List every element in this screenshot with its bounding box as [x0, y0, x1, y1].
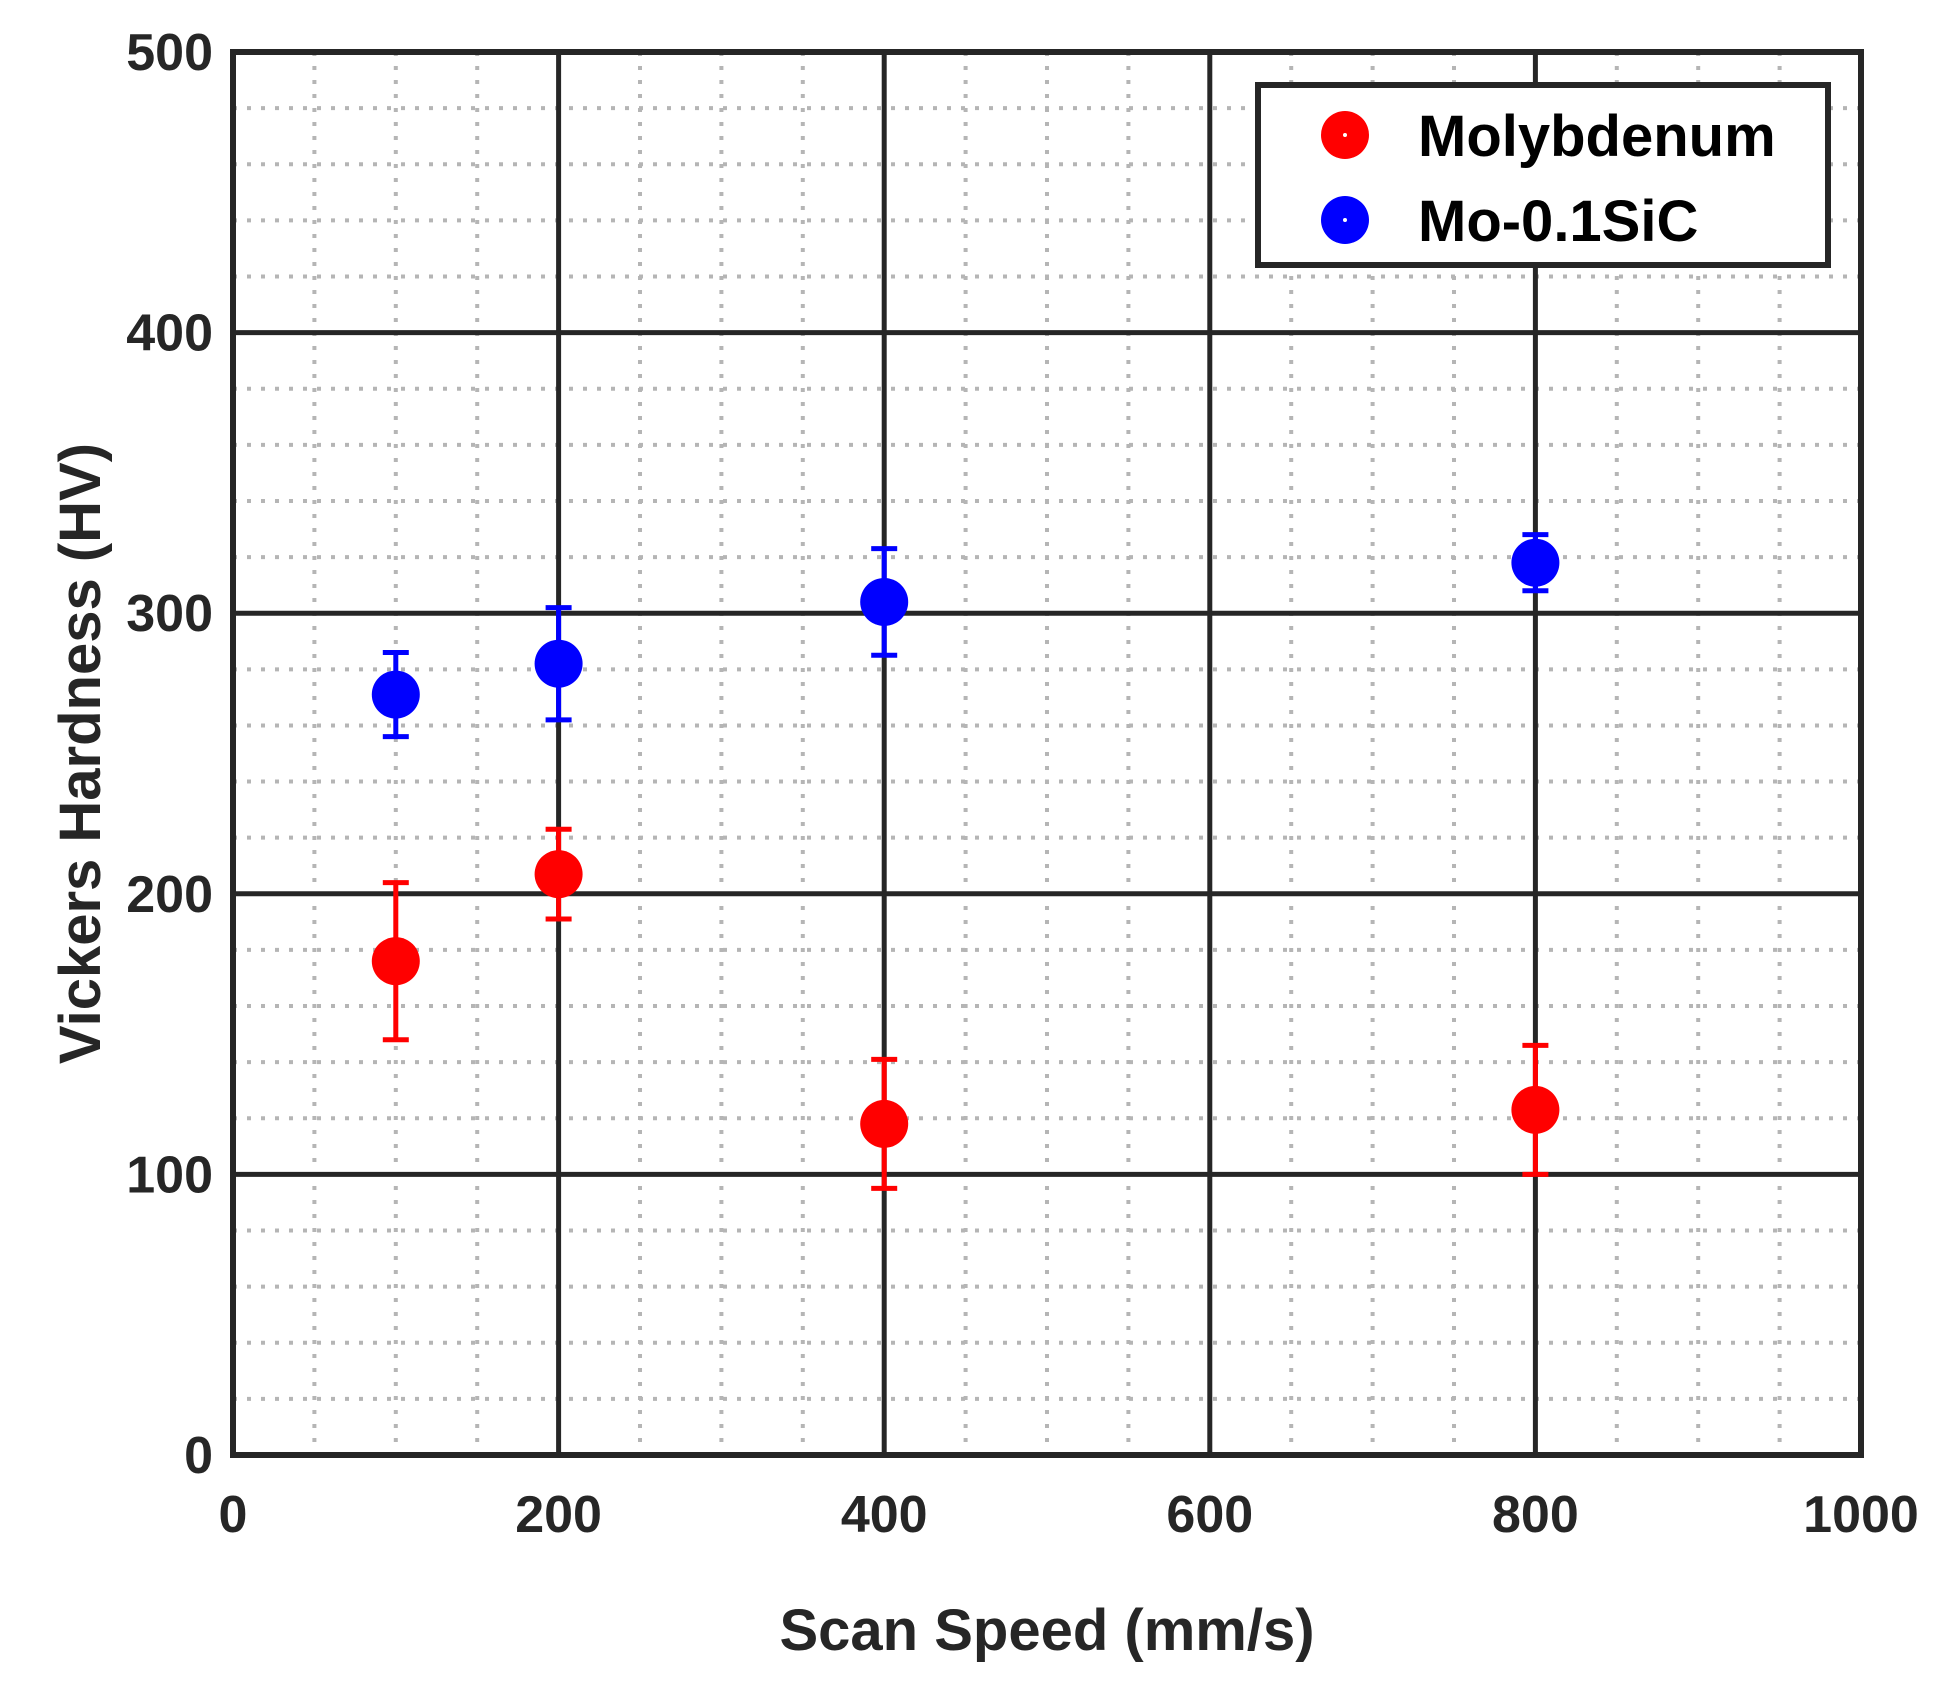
data-point: [371, 670, 420, 719]
legend-marker-center-molybdenum: [1343, 133, 1347, 137]
data-point: [371, 937, 420, 986]
y-tick-label: 500: [126, 24, 213, 82]
y-tick-label: 400: [126, 305, 213, 363]
legend-label-molybdenum: Molybdenum: [1418, 104, 1776, 169]
x-tick-label: 0: [219, 1486, 248, 1544]
series-molybdenum: [371, 826, 1560, 1191]
data-series: [371, 532, 1560, 1191]
x-axis-ticks: 0 200 400 600 800 1000: [219, 1486, 1919, 1544]
y-tick-label: 0: [184, 1427, 213, 1485]
plot-area-frame: [230, 49, 1864, 1458]
x-tick-label: 400: [841, 1486, 928, 1544]
y-tick-label: 200: [126, 866, 213, 924]
data-point: [1511, 538, 1560, 587]
legend-label-mo-sic: Mo-0.1SiC: [1418, 189, 1698, 254]
data-point: [1511, 1085, 1560, 1134]
legend-marker-center-mo-sic: [1343, 218, 1347, 222]
minor-grid: [233, 52, 1861, 1455]
y-axis-title: Vickers Hardness (HV): [48, 443, 113, 1064]
y-tick-label: 300: [126, 585, 213, 643]
data-point: [860, 1099, 909, 1148]
major-grid: [233, 52, 1861, 1455]
x-tick-label: 1000: [1803, 1486, 1919, 1544]
series-mo-0-1sic: [371, 532, 1560, 740]
data-point: [860, 577, 909, 626]
x-tick-label: 200: [515, 1486, 602, 1544]
data-point: [534, 850, 583, 899]
x-tick-label: 600: [1166, 1486, 1253, 1544]
x-axis-title: Scan Speed (mm/s): [779, 1598, 1314, 1663]
y-tick-label: 100: [126, 1146, 213, 1204]
y-axis-ticks: 0 100 200 300 400 500: [126, 24, 213, 1485]
x-tick-label: 800: [1492, 1486, 1579, 1544]
legend: Molybdenum Mo-0.1SiC: [1255, 82, 1831, 268]
data-point: [534, 639, 583, 688]
